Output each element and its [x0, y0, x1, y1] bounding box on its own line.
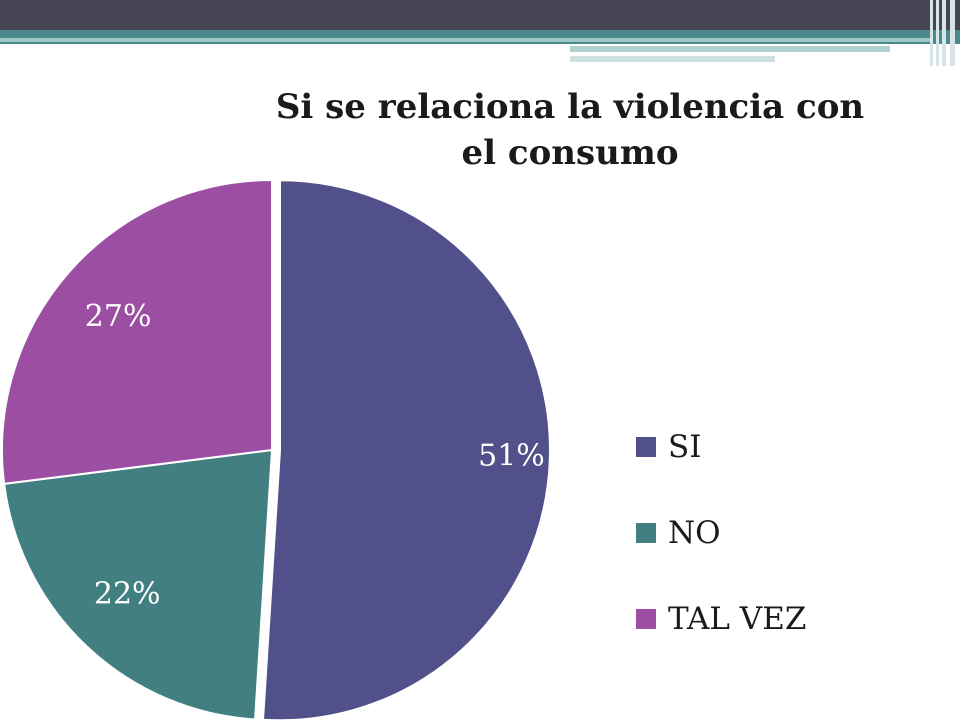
data-label-tal-vez: 27%	[85, 299, 152, 334]
chart-title: Si se relaciona la violencia con el cons…	[250, 84, 890, 176]
legend-item-no: NO	[636, 490, 936, 576]
slide-accent-band-light	[0, 38, 930, 42]
pie-slice-tal-vez	[1, 178, 273, 485]
data-label-no: 22%	[94, 577, 161, 612]
chart-title-line-1: Si se relaciona la violencia con	[275, 87, 865, 127]
slide-accent-line	[570, 56, 775, 62]
legend-label-tal-vez: TAL VEZ	[668, 600, 807, 637]
chart-title-line-2: el consumo	[461, 133, 679, 173]
legend-swatch-no	[636, 523, 656, 543]
legend-label-si: SI	[668, 428, 702, 465]
chart-legend: SI NO TAL VEZ	[636, 404, 936, 662]
legend-label-no: NO	[668, 514, 721, 551]
slide-corner-decoration	[926, 0, 960, 66]
legend-swatch-tal-vez	[636, 609, 656, 629]
data-label-si: 51%	[478, 439, 545, 474]
legend-item-tal-vez: TAL VEZ	[636, 576, 936, 662]
pie-slice-si	[262, 179, 551, 720]
slide-top-bar	[0, 0, 960, 30]
legend-item-si: SI	[636, 404, 936, 490]
legend-swatch-si	[636, 437, 656, 457]
slide-accent-line	[570, 46, 890, 52]
pie-slice-no	[3, 448, 274, 720]
